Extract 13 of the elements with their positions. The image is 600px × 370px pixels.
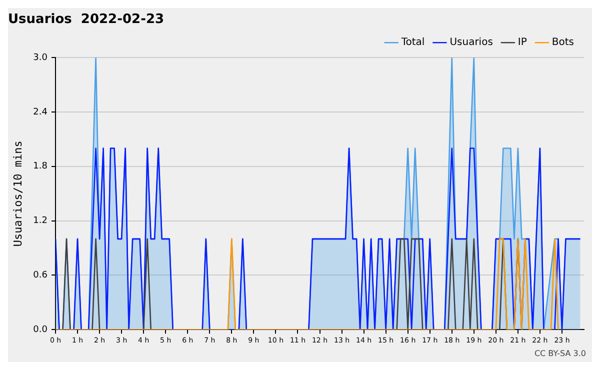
text: CC BY-SA 3.0 bbox=[534, 349, 586, 358]
y-tick-label: 0.0 bbox=[33, 324, 48, 335]
legend-label: Usuarios bbox=[450, 37, 493, 48]
y-tick-label: 1.2 bbox=[33, 216, 48, 226]
legend-label: IP bbox=[518, 37, 527, 48]
legend-label: Total bbox=[400, 37, 425, 48]
chart-title: Usuarios 2022-02-23 bbox=[8, 12, 164, 28]
y-tick-label: 1.8 bbox=[33, 162, 48, 172]
y-tick-label: 2.4 bbox=[33, 107, 48, 118]
y-tick-label: 0.6 bbox=[33, 270, 48, 281]
legend-label: Bots bbox=[552, 37, 574, 48]
y-axis-title: Usuarios/10 mins bbox=[11, 140, 24, 247]
y-tick-label: 3.0 bbox=[33, 52, 48, 63]
